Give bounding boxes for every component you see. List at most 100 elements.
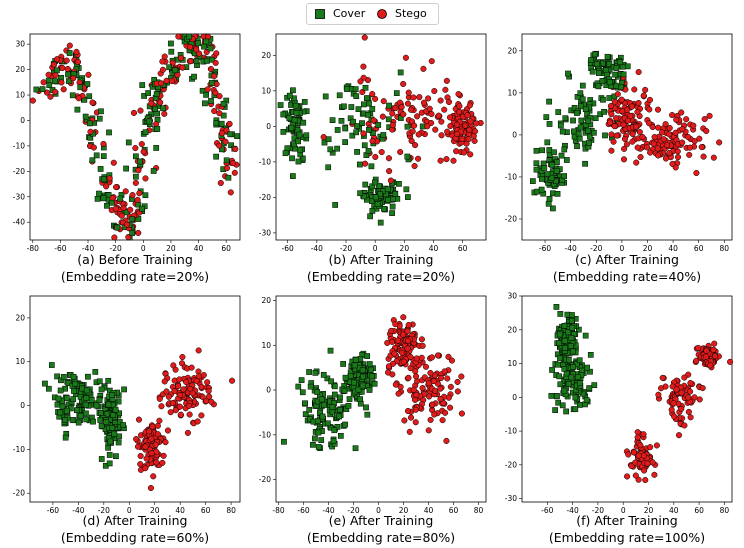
stego-point bbox=[394, 337, 401, 344]
cover-point bbox=[576, 402, 583, 408]
stego-point bbox=[156, 395, 163, 402]
cover-point bbox=[363, 404, 369, 411]
stego-point bbox=[438, 118, 445, 125]
cover-point bbox=[363, 95, 370, 102]
cover-point bbox=[86, 93, 93, 100]
x-tick-label: 40 bbox=[175, 506, 185, 515]
cover-point bbox=[46, 82, 53, 89]
cover-point bbox=[57, 387, 64, 394]
stego-point bbox=[60, 86, 67, 93]
cover-point bbox=[295, 383, 302, 390]
y-tick-label: -40 bbox=[13, 218, 25, 227]
cover-point bbox=[565, 329, 572, 336]
stego-point bbox=[658, 385, 665, 392]
cover-point bbox=[280, 129, 287, 135]
cover-point bbox=[556, 340, 562, 346]
cover-point bbox=[369, 198, 375, 204]
cover-point bbox=[109, 199, 115, 206]
cover-point bbox=[357, 396, 363, 402]
x-tick-label: 40 bbox=[668, 244, 678, 253]
stego-point bbox=[200, 372, 207, 379]
cover-point bbox=[110, 412, 117, 418]
stego-point bbox=[204, 379, 211, 386]
cover-point bbox=[390, 196, 396, 202]
stego-point bbox=[402, 54, 409, 61]
stego-point bbox=[148, 435, 155, 442]
stego-point bbox=[693, 357, 700, 364]
cover-point bbox=[385, 116, 392, 123]
stego-point bbox=[222, 138, 229, 145]
stego-point bbox=[681, 374, 688, 381]
cover-point bbox=[98, 422, 105, 429]
x-tick-label: 0 bbox=[127, 506, 132, 515]
stego-point bbox=[52, 88, 59, 95]
stego-point bbox=[453, 148, 460, 155]
stego-point bbox=[404, 337, 412, 344]
cover-point bbox=[577, 103, 584, 110]
cover-point bbox=[545, 200, 552, 207]
cover-point bbox=[384, 186, 391, 193]
cover-point bbox=[100, 176, 107, 183]
cover-point bbox=[103, 411, 110, 418]
cover-point bbox=[85, 373, 91, 380]
cover-point bbox=[569, 312, 575, 318]
stego-point bbox=[400, 80, 407, 88]
cover-point bbox=[570, 364, 576, 370]
cover-point bbox=[280, 111, 287, 118]
stego-point bbox=[223, 165, 231, 172]
stego-point bbox=[467, 151, 474, 158]
stego-point bbox=[385, 369, 392, 376]
cover-point bbox=[123, 165, 129, 172]
caption-f: (f) After Training (Embedding rate=100%) bbox=[522, 512, 732, 546]
cover-point bbox=[341, 387, 348, 394]
stego-point bbox=[691, 394, 698, 401]
cover-point bbox=[83, 387, 90, 394]
stego-point bbox=[459, 135, 466, 142]
cover-point bbox=[538, 186, 545, 193]
stego-point bbox=[175, 383, 182, 390]
stego-point bbox=[450, 157, 457, 164]
cover-point bbox=[228, 142, 234, 149]
cover-point bbox=[115, 439, 122, 446]
cover-point bbox=[201, 43, 207, 50]
cover-point bbox=[568, 374, 575, 381]
cover-point bbox=[307, 383, 314, 390]
caption-b-line1: (b) After Training bbox=[328, 252, 434, 267]
stego-point bbox=[644, 460, 651, 467]
cover-point bbox=[288, 124, 295, 131]
cover-point bbox=[89, 157, 96, 164]
stego-point bbox=[611, 98, 618, 105]
stego-point bbox=[179, 64, 186, 71]
stego-point bbox=[161, 110, 168, 117]
stego-point bbox=[218, 130, 225, 137]
cover-point bbox=[367, 213, 373, 220]
stego-point bbox=[672, 129, 679, 136]
cover-point bbox=[172, 67, 178, 74]
cover-point bbox=[554, 191, 561, 197]
cover-point bbox=[593, 61, 600, 67]
cover-point bbox=[355, 386, 362, 393]
cover-point bbox=[365, 112, 371, 118]
cover-point bbox=[592, 115, 599, 122]
stego-point bbox=[212, 89, 219, 96]
cover-point bbox=[328, 378, 335, 385]
stego-point bbox=[675, 432, 683, 439]
stego-point bbox=[198, 383, 205, 390]
cover-point bbox=[362, 181, 369, 188]
cover-point bbox=[351, 379, 357, 386]
stego-point bbox=[473, 120, 480, 127]
cover-point bbox=[341, 103, 347, 110]
cover-point bbox=[319, 413, 326, 420]
stego-point bbox=[630, 449, 637, 456]
stego-point bbox=[152, 441, 159, 448]
stego-point bbox=[438, 374, 445, 382]
stego-point bbox=[678, 405, 685, 412]
stego-point bbox=[685, 133, 692, 141]
stego-point bbox=[183, 379, 190, 386]
stego-point bbox=[437, 385, 444, 392]
cover-point bbox=[559, 128, 566, 135]
stego-point bbox=[161, 53, 168, 60]
cover-point bbox=[103, 419, 110, 425]
cover-point bbox=[292, 102, 299, 109]
cover-point bbox=[349, 132, 356, 139]
